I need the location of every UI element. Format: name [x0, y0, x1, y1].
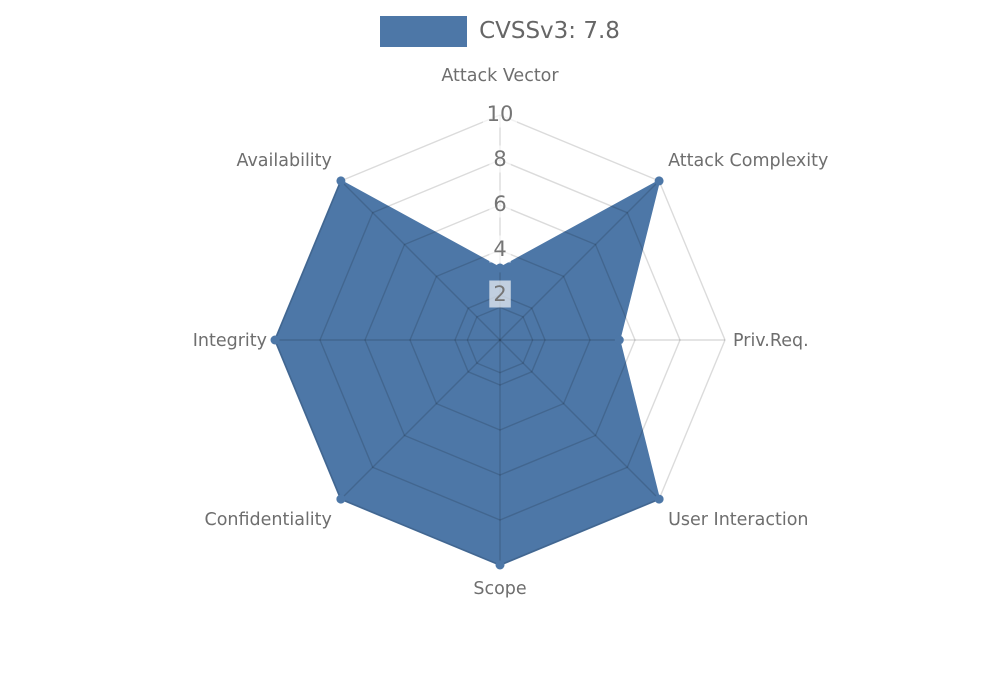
radial-tick-label: 6 — [493, 192, 506, 216]
data-point — [495, 560, 505, 570]
axis-label-attack-vector: Attack Vector — [441, 66, 559, 86]
tick-backdrop — [483, 100, 517, 128]
axis-label-priv-req: Priv.Req. — [733, 331, 809, 351]
legend-item[interactable]: CVSSv3: 7.8 — [0, 16, 1000, 47]
grid-ring — [364, 204, 636, 476]
data-point — [654, 494, 664, 504]
axis-spoke — [499, 180, 660, 341]
grid-ring — [409, 249, 591, 431]
axis-label-attack-complexity: Attack Complexity — [668, 151, 828, 171]
radial-tick-label: 8 — [493, 147, 506, 171]
radial-tick-label: 10 — [487, 102, 514, 126]
axis-label-user-interaction: User Interaction — [668, 510, 808, 530]
axis-label-availability: Availability — [237, 151, 332, 171]
legend-swatch — [380, 16, 468, 47]
tick-backdrop — [489, 145, 511, 173]
data-point — [495, 263, 505, 273]
tick-backdrop — [489, 235, 511, 263]
axis-spoke — [340, 180, 501, 341]
data-point — [614, 335, 624, 345]
axis-label-integrity: Integrity — [193, 331, 267, 351]
radial-tick-label: 2 — [493, 282, 506, 306]
tick-backdrop — [489, 190, 511, 218]
axis-label-scope: Scope — [473, 579, 526, 599]
data-point — [336, 176, 346, 186]
tick-backdrop — [489, 280, 511, 308]
radial-tick-label: 4 — [493, 237, 506, 261]
data-point — [336, 494, 346, 504]
axis-spoke — [499, 339, 660, 500]
grid-ring — [319, 159, 681, 521]
grid-ring — [466, 306, 534, 374]
axis-label-confidentiality: Confidentiality — [204, 510, 331, 530]
axis-spoke — [340, 339, 501, 500]
data-point — [654, 176, 664, 186]
data-point — [270, 335, 280, 345]
legend-label: CVSSv3: 7.8 — [479, 18, 620, 44]
grid-ring — [454, 294, 546, 386]
